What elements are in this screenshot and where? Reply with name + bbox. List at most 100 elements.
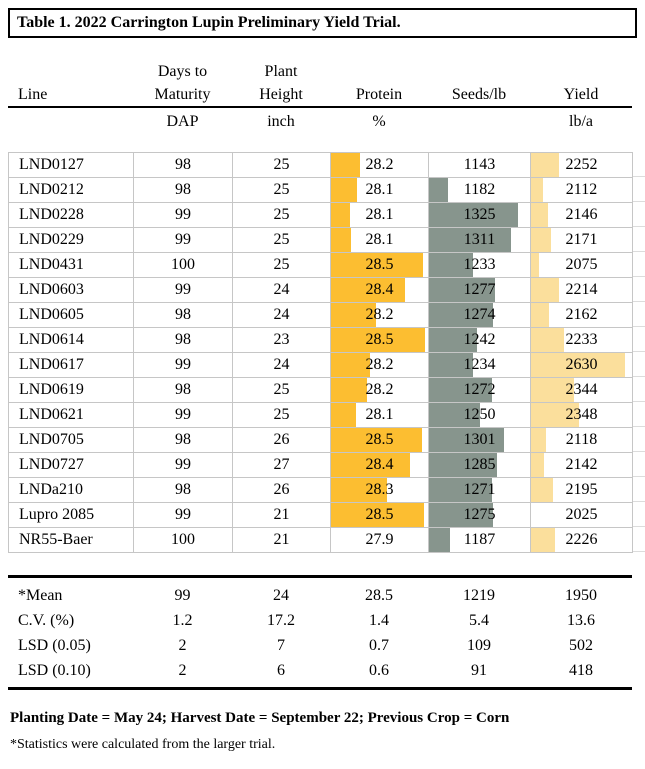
header-top-line — [8, 62, 133, 82]
cell-yield: 2348 — [531, 403, 633, 428]
cell-plant-height: 24 — [233, 303, 331, 328]
cell-days-to-maturity: 100 — [134, 253, 233, 278]
stats-value-text: 109 — [467, 636, 491, 654]
cell-yield: 2630 — [531, 353, 633, 378]
cell-seeds-per-lb: 1274 — [429, 303, 531, 328]
header-line: Line — [18, 86, 48, 103]
stats-row: LSD (0.05) 2 7 0.7 109 502 — [8, 633, 632, 658]
stats-value: 17.2 — [232, 608, 330, 633]
stats-label-text: *Mean — [18, 586, 63, 604]
stats-value: 6 — [232, 658, 330, 683]
stats-value-text: 7 — [277, 636, 285, 654]
cell-line-text: LND0617 — [19, 356, 84, 373]
stats-label: LSD (0.10) — [8, 658, 133, 683]
unit-height: inch — [267, 113, 295, 130]
stats-value-text: 13.6 — [567, 611, 595, 629]
cell-yield-text: 2214 — [565, 281, 598, 298]
cell-plant-height: 27 — [233, 453, 331, 478]
cell-line-text: LND0431 — [19, 256, 84, 273]
cell-protein-data-bar — [331, 353, 370, 377]
cell-plant-height-text: 25 — [273, 231, 290, 248]
cell-seeds-per-lb-text: 1233 — [463, 256, 496, 273]
cell-seeds-per-lb-data-bar — [429, 328, 478, 352]
cell-protein-data-bar — [331, 453, 410, 477]
cell-protein-text: 28.1 — [365, 181, 394, 198]
cell-plant-height-text: 24 — [273, 306, 290, 323]
cell-seeds-per-lb-data-bar — [429, 178, 449, 202]
table-row: LND0127 98 25 28.2 1143 2252 — [9, 153, 633, 178]
cell-protein: 27.9 — [331, 528, 429, 553]
cell-plant-height: 21 — [233, 503, 331, 528]
stats-value-text: 5.4 — [469, 611, 489, 629]
cell-protein-text: 28.3 — [365, 481, 394, 498]
cell-protein-text: 28.1 — [365, 231, 394, 248]
stats-value-text: 502 — [569, 636, 593, 654]
cell-protein: 28.5 — [331, 328, 429, 353]
cell-yield-text: 2252 — [565, 156, 598, 173]
cell-seeds-per-lb: 1233 — [429, 253, 531, 278]
cell-days-to-maturity-text: 98 — [175, 381, 191, 398]
stats-label-text: LSD (0.05) — [18, 636, 91, 654]
header-rule — [8, 106, 632, 108]
cell-seeds-per-lb: 1277 — [429, 278, 531, 303]
cell-yield-text: 2195 — [565, 481, 598, 498]
cell-protein: 28.1 — [331, 403, 429, 428]
cell-plant-height-text: 21 — [273, 531, 290, 548]
cell-yield: 2226 — [531, 528, 633, 553]
cell-plant-height-text: 25 — [273, 256, 290, 273]
stats-value: 99 — [133, 583, 232, 608]
cell-seeds-per-lb-data-bar — [429, 503, 493, 527]
cell-seeds-per-lb-text: 1242 — [463, 331, 496, 348]
table-row: NR55-Baer 100 21 27.9 1187 2226 — [9, 528, 633, 553]
cell-yield: 2142 — [531, 453, 633, 478]
cell-yield-data-bar — [531, 428, 547, 452]
cell-seeds-per-lb-text: 1250 — [463, 406, 496, 423]
cell-yield-text: 2344 — [565, 381, 598, 398]
table-row: LND0212 98 25 28.1 1182 2112 — [9, 178, 633, 203]
cell-yield-data-bar — [531, 453, 545, 477]
cell-seeds-per-lb-text: 1275 — [463, 506, 496, 523]
cell-seeds-per-lb-text: 1272 — [463, 381, 496, 398]
stats-value: 1219 — [428, 583, 530, 608]
header-yield: Yield — [563, 86, 599, 103]
unit-yield: lb/a — [569, 113, 593, 130]
cell-protein: 28.5 — [331, 428, 429, 453]
cell-protein-data-bar — [331, 203, 351, 227]
cell-plant-height: 25 — [233, 378, 331, 403]
cell-yield: 2195 — [531, 478, 633, 503]
stats-value-text: 1.2 — [172, 611, 193, 629]
stats-row: *Mean 99 24 28.5 1219 1950 — [8, 583, 632, 608]
stats-top-rule — [8, 575, 632, 578]
cell-days-to-maturity-text: 98 — [175, 306, 191, 323]
cell-yield-data-bar — [531, 278, 560, 302]
cell-line: LND0727 — [9, 453, 134, 478]
cell-days-to-maturity-text: 99 — [175, 206, 191, 223]
cell-plant-height: 25 — [233, 153, 331, 178]
cell-protein-data-bar — [331, 253, 424, 277]
cell-protein-data-bar — [331, 278, 405, 302]
cell-days-to-maturity: 99 — [134, 353, 233, 378]
cell-seeds-per-lb: 1242 — [429, 328, 531, 353]
unit-maturity: DAP — [166, 113, 199, 130]
stats-value-text: 418 — [569, 661, 593, 679]
cell-yield-data-bar — [531, 253, 540, 277]
cell-seeds-per-lb: 1250 — [429, 403, 531, 428]
cell-seeds-per-lb-data-bar — [429, 428, 504, 452]
stats-value: 502 — [530, 633, 632, 658]
cell-protein: 28.5 — [331, 503, 429, 528]
header-top-maturity: Days to — [157, 63, 208, 80]
cell-seeds-per-lb-data-bar — [429, 278, 495, 302]
cell-line: LND0621 — [9, 403, 134, 428]
cell-days-to-maturity: 98 — [134, 178, 233, 203]
cell-line: LND0228 — [9, 203, 134, 228]
cell-days-to-maturity: 100 — [134, 528, 233, 553]
cell-plant-height: 26 — [233, 428, 331, 453]
cell-protein-text: 28.5 — [365, 256, 394, 273]
cell-protein: 28.2 — [331, 378, 429, 403]
stats-value: 7 — [232, 633, 330, 658]
table-row: LND0431 100 25 28.5 1233 2075 — [9, 253, 633, 278]
cell-plant-height-text: 24 — [273, 356, 290, 373]
cell-yield-text: 2112 — [565, 181, 598, 198]
stats-row: C.V. (%) 1.2 17.2 1.4 5.4 13.6 — [8, 608, 632, 633]
